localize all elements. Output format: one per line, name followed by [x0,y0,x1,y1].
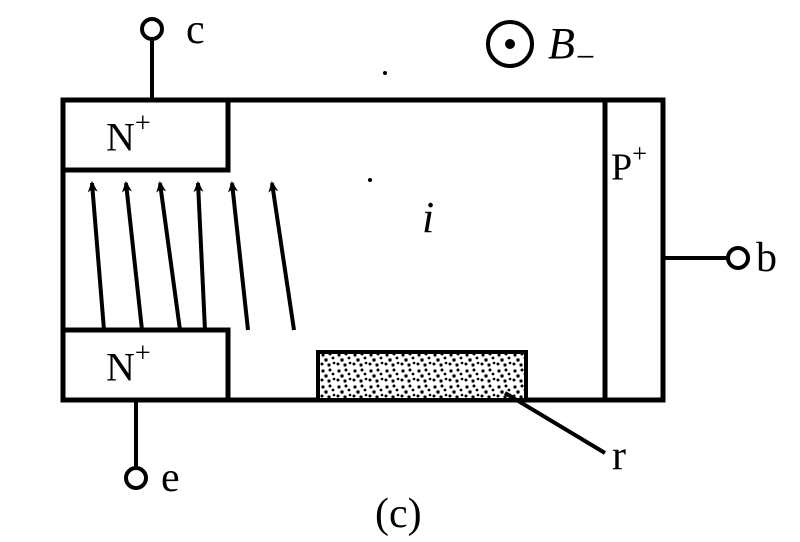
carrier-arrows [92,183,294,330]
recombination-region [318,352,526,400]
terminal-c [142,19,162,39]
label-i: i [422,192,434,243]
label-p-plus: P+ [611,142,647,190]
label-e: e [161,454,180,502]
terminal-e [126,468,146,488]
label-n-plus-top: N+ [106,112,151,160]
terminal-b [728,248,748,268]
label-c: c [186,6,205,54]
label-B: B− [548,18,594,69]
label-n-plus-bottom: N+ [106,342,151,390]
b-field-dot [505,39,515,49]
schematic-svg [0,0,800,542]
caption: (c) [375,490,422,538]
label-b: b [756,234,777,282]
label-r: r [612,432,626,480]
diagram-container: c e b i r B− N+ N+ P+ (c) [0,0,800,542]
